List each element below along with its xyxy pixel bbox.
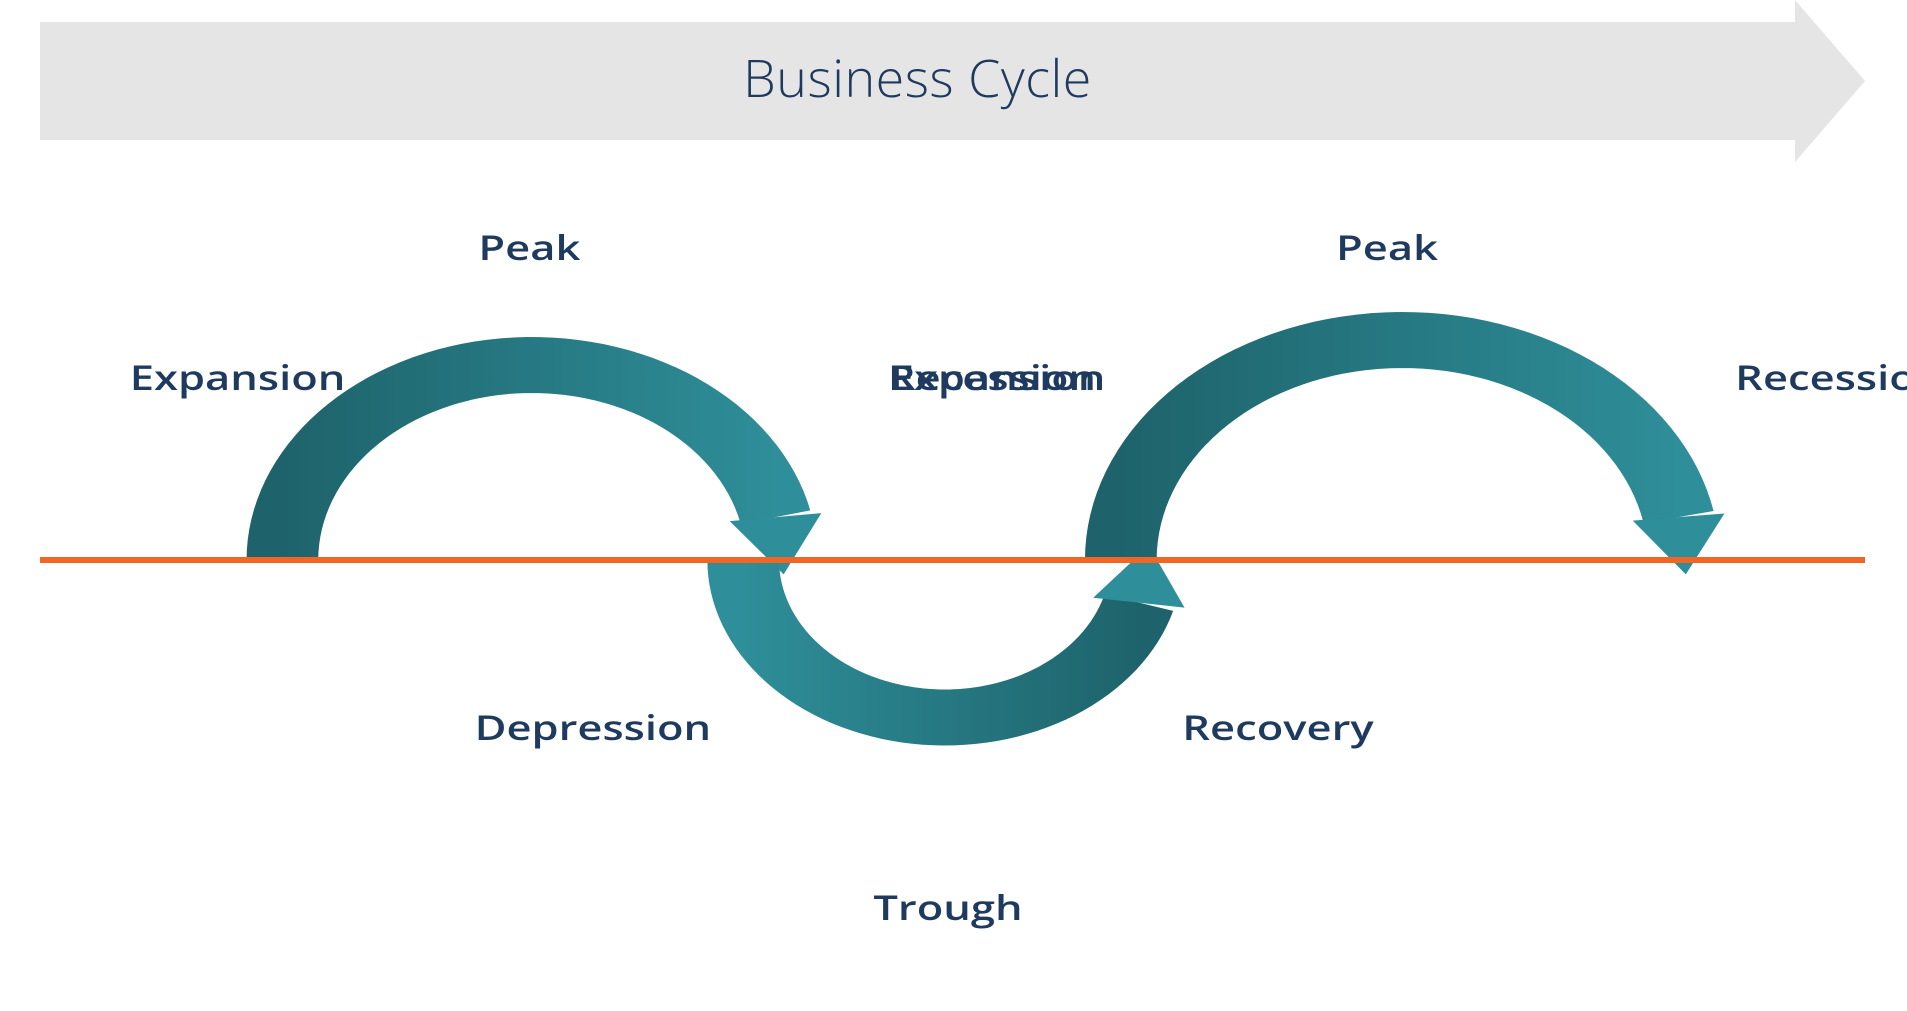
label-peak-2: Peak <box>1336 224 1439 270</box>
label-expansion-2: Expansion <box>890 354 1106 400</box>
label-depression: Depression <box>475 704 712 750</box>
phase-labels: Expansion Peak Recession Depression Trou… <box>130 224 1907 930</box>
business-cycle-diagram: Business Cycle Expansion Peak Recession … <box>0 0 1907 1011</box>
diagram-title: Business Cycle <box>743 42 1092 113</box>
diagram-svg: Business Cycle Expansion Peak Recession … <box>0 0 1907 1011</box>
label-expansion-1: Expansion <box>130 354 346 400</box>
label-recovery: Recovery <box>1182 704 1374 750</box>
title-banner: Business Cycle <box>40 0 1865 162</box>
label-recession-2: Recession <box>1735 354 1907 400</box>
label-peak-1: Peak <box>478 224 581 270</box>
label-trough: Trough <box>873 884 1022 930</box>
